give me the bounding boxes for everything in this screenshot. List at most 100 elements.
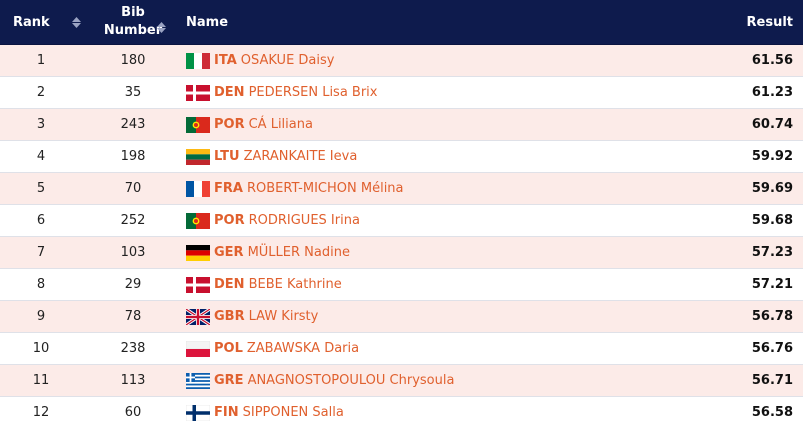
country-code: DEN [214,277,245,292]
table-row: 9 78 GBR LAW Kirsty 56.78 [0,301,803,333]
athlete-name-link[interactable]: MÜLLER Nadine [247,245,350,260]
result-cell: 61.56 [673,53,803,68]
denmark-flag-icon [186,84,214,101]
rank-cell: 9 [36,309,46,324]
bib-cell: 70 [124,181,142,196]
bib-column-header[interactable]: Bib Number [82,0,184,44]
bib-cell: 180 [120,53,146,68]
result-cell: 56.76 [673,341,803,356]
country-code: GRE [214,373,244,388]
table-row: 4 198 LTU ZARANKAITE Ieva 59.92 [0,141,803,173]
bib-cell: 243 [120,117,146,132]
athlete-name-link[interactable]: RODRIGUES Irina [248,213,360,228]
portugal-flag-icon [186,116,214,133]
greece-flag-icon [186,372,214,389]
country-code: DEN [214,85,245,100]
germany-flag-icon [186,244,214,261]
bib-cell: 198 [120,149,146,164]
result-cell: 59.69 [673,181,803,196]
bib-cell: 103 [120,245,146,260]
result-value: 59.69 [751,181,793,196]
bib-cell: 35 [124,85,142,100]
rank-cell: 1 [36,53,46,68]
france-flag-icon [186,180,214,197]
name-cell: DEN BEBE Kathrine [184,276,673,293]
table-row: 10 238 POL ZABAWSKA Daria 56.76 [0,333,803,365]
country-code: POR [214,213,245,228]
name-cell: GBR LAW Kirsty [184,308,673,325]
athlete-name-link[interactable]: OSAKUE Daisy [240,53,335,68]
portugal-flag-icon [186,212,214,229]
rank-header-label: Rank [13,14,50,30]
name-cell: LTU ZARANKAITE Ieva [184,148,673,165]
athlete-name-link[interactable]: ZABAWSKA Daria [246,341,360,356]
result-value: 59.92 [751,149,793,164]
denmark-flag-icon [186,276,214,293]
athlete-name-link[interactable]: ROBERT-MICHON Mélina [246,181,404,196]
result-value: 60.74 [751,117,793,132]
name-cell: POR RODRIGUES Irina [184,212,673,229]
result-header-label: Result [746,14,794,30]
result-value: 57.21 [751,277,793,292]
name-cell: ITA OSAKUE Daisy [184,52,673,69]
name-cell: FIN SIPPONEN Salla [184,404,673,421]
result-value: 56.71 [751,373,793,388]
athlete-name-link[interactable]: ZARANKAITE Ieva [243,149,358,164]
name-header-label: Name [186,14,229,30]
result-cell: 59.68 [673,213,803,228]
name-cell: GER MÜLLER Nadine [184,244,673,261]
country-code: FRA [214,181,243,196]
lithuania-flag-icon [186,148,214,165]
name-column-header: Name [184,0,673,44]
result-cell: 56.71 [673,373,803,388]
rank-cell: 11 [32,373,50,388]
table-row: 1 180 ITA OSAKUE Daisy 61.56 [0,45,803,77]
sort-arrows-icon[interactable] [71,16,81,28]
rank-cell: 6 [36,213,46,228]
result-column-header: Result [673,0,803,44]
bib-header-label-line2: Number [103,23,163,38]
table-row: 12 60 FIN SIPPONEN Salla 56.58 [0,397,803,428]
result-cell: 57.21 [673,277,803,292]
rank-cell: 4 [36,149,46,164]
result-cell: 59.92 [673,149,803,164]
result-value: 61.23 [751,85,793,100]
result-value: 56.78 [751,309,793,324]
bib-header-label-line1: Bib [121,5,145,20]
table-row: 3 243 POR CÁ Liliana 60.74 [0,109,803,141]
athlete-name-link[interactable]: CÁ Liliana [248,117,313,132]
bib-cell: 29 [124,277,142,292]
result-value: 59.68 [751,213,793,228]
name-cell: FRA ROBERT-MICHON Mélina [184,180,673,197]
athlete-name-link[interactable]: LAW Kirsty [248,309,319,324]
name-cell: POL ZABAWSKA Daria [184,340,673,357]
rank-cell: 5 [36,181,46,196]
result-cell: 56.78 [673,309,803,324]
result-value: 57.23 [751,245,793,260]
table-row: 8 29 DEN BEBE Kathrine 57.21 [0,269,803,301]
bib-cell: 78 [124,309,142,324]
athlete-name-link[interactable]: PEDERSEN Lisa Brix [248,85,378,100]
athlete-name-link[interactable]: SIPPONEN Salla [242,405,344,420]
result-value: 56.58 [751,405,793,420]
country-code: FIN [214,405,239,420]
rank-column-header[interactable]: Rank [0,0,82,44]
name-cell: GRE ANAGNOSTOPOULOU Chrysoula [184,372,673,389]
table-body: 1 180 ITA OSAKUE Daisy 61.56 2 35 DEN PEDERSEN L… [0,45,803,428]
table-row: 5 70 FRA ROBERT-MICHON Mélina 59.69 [0,173,803,205]
table-row: 6 252 POR RODRIGUES Irina 59.68 [0,205,803,237]
rank-cell: 10 [32,341,50,356]
name-cell: POR CÁ Liliana [184,116,673,133]
bib-cell: 113 [120,373,146,388]
result-cell: 56.58 [673,405,803,420]
rank-cell: 2 [36,85,46,100]
sort-arrows-icon[interactable] [157,22,166,33]
athlete-name-link[interactable]: ANAGNOSTOPOULOU Chrysoula [247,373,455,388]
result-value: 56.76 [751,341,793,356]
table-row: 11 113 GRE ANAGNOSTOPOULOU Chrysoula 56.71 [0,365,803,397]
bib-cell: 60 [124,405,142,420]
rank-cell: 7 [36,245,46,260]
athlete-name-link[interactable]: BEBE Kathrine [248,277,342,292]
italy-flag-icon [186,52,214,69]
